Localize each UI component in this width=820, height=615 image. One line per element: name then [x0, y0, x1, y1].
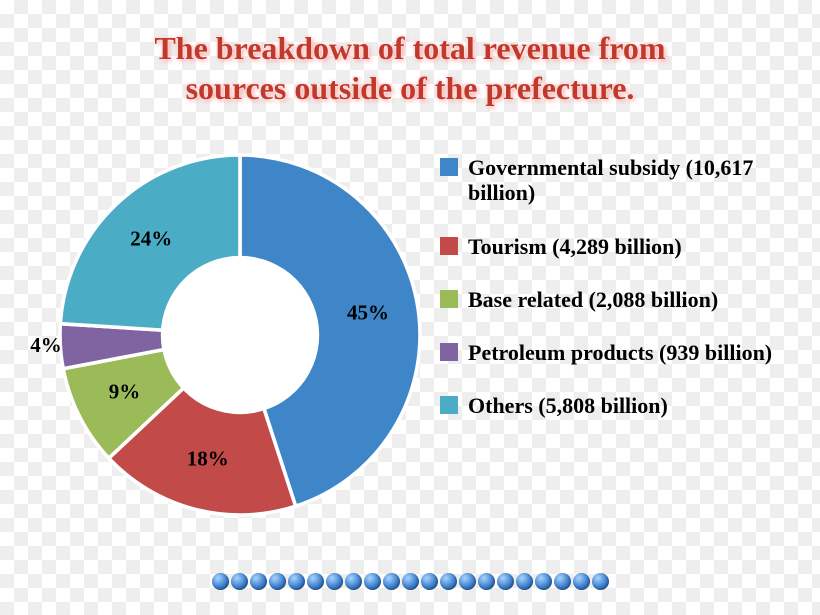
donut-svg: 45%18%9%4%24% — [60, 155, 420, 515]
legend-swatch — [440, 290, 458, 308]
bead-icon — [516, 573, 533, 590]
legend-label: Tourism (4,289 billion) — [468, 234, 682, 259]
title-line-1: The breakdown of total revenue from — [154, 30, 665, 66]
slice-label-base: 9% — [109, 380, 141, 404]
bead-icon — [250, 573, 267, 590]
bead-icon — [459, 573, 476, 590]
legend-item-2: Base related (2,088 billion) — [440, 287, 800, 312]
slice-label-petroleum: 4% — [30, 333, 62, 357]
bead-icon — [345, 573, 362, 590]
bead-icon — [497, 573, 514, 590]
legend: Governmental subsidy (10,617 billion) Tou… — [440, 155, 800, 447]
legend-swatch — [440, 396, 458, 414]
bead-icon — [554, 573, 571, 590]
bead-icon — [364, 573, 381, 590]
bead-icon — [307, 573, 324, 590]
bead-icon — [288, 573, 305, 590]
bead-icon — [478, 573, 495, 590]
legend-label: Petroleum products (939 billion) — [468, 340, 772, 365]
slice-label-others: 24% — [130, 226, 172, 250]
bead-icon — [440, 573, 457, 590]
legend-label: Governmental subsidy (10,617 billion) — [468, 155, 800, 206]
bead-icon — [535, 573, 552, 590]
legend-swatch — [440, 343, 458, 361]
legend-item-4: Others (5,808 billion) — [440, 393, 800, 418]
legend-item-0: Governmental subsidy (10,617 billion) — [440, 155, 800, 206]
bead-icon — [383, 573, 400, 590]
bead-icon — [573, 573, 590, 590]
legend-label: Others (5,808 billion) — [468, 393, 668, 418]
bead-icon — [231, 573, 248, 590]
slice-label-tourism: 18% — [187, 446, 229, 470]
decorative-bead-row — [0, 573, 820, 595]
bead-icon — [269, 573, 286, 590]
legend-swatch — [440, 158, 458, 176]
donut-chart: 45%18%9%4%24% — [60, 155, 420, 515]
bead-icon — [326, 573, 343, 590]
legend-label: Base related (2,088 billion) — [468, 287, 718, 312]
title-line-2: sources outside of the prefecture. — [186, 70, 635, 106]
donut-hole — [161, 256, 319, 414]
chart-title: The breakdown of total revenue from sour… — [0, 28, 820, 108]
legend-item-3: Petroleum products (939 billion) — [440, 340, 800, 365]
slice-label-gov: 45% — [347, 301, 389, 325]
bead-icon — [592, 573, 609, 590]
legend-item-1: Tourism (4,289 billion) — [440, 234, 800, 259]
bead-icon — [212, 573, 229, 590]
legend-swatch — [440, 237, 458, 255]
bead-icon — [402, 573, 419, 590]
bead-icon — [421, 573, 438, 590]
